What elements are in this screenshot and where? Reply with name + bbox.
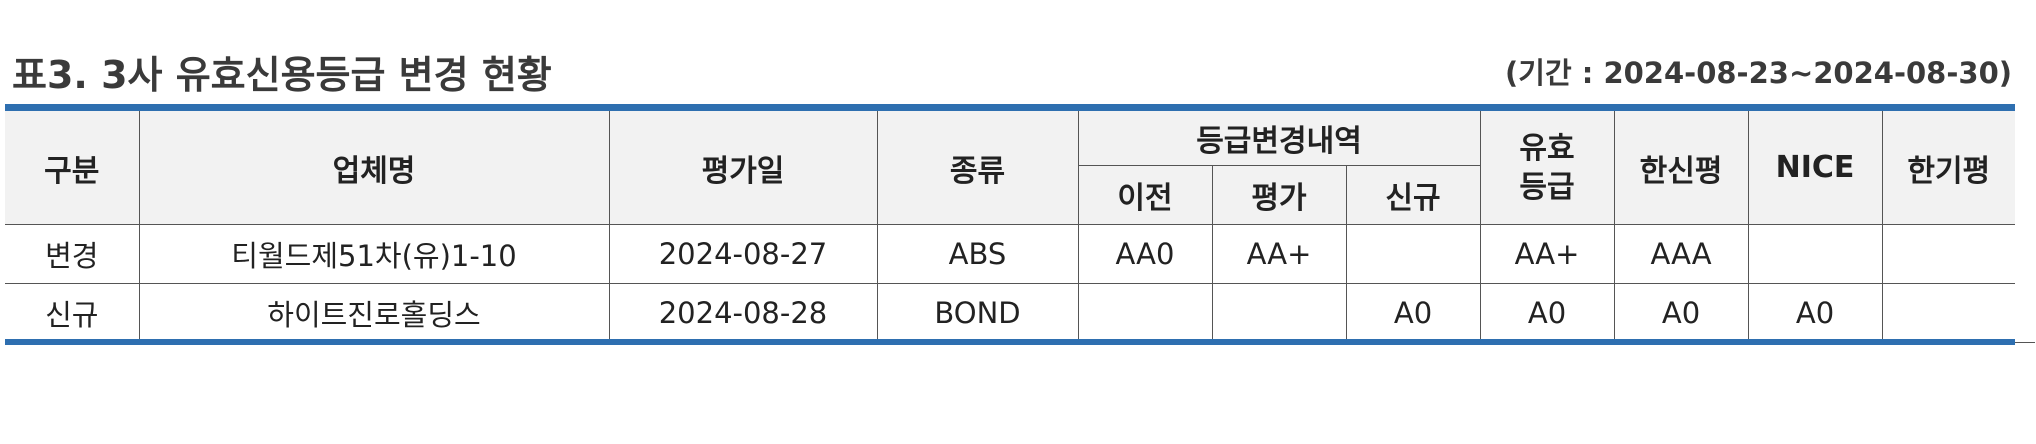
header-row-2: 이전 평가 신규 bbox=[5, 165, 2015, 225]
cell-new: A0 bbox=[1345, 283, 1481, 342]
cell-nice: A0 bbox=[1747, 283, 1883, 342]
cell-hanshin: A0 bbox=[1613, 283, 1749, 342]
cell-category: 변경 bbox=[5, 224, 140, 284]
header-valid-rating: 유효 등급 bbox=[1479, 111, 1615, 225]
header-valid-line1: 유효 bbox=[1519, 130, 1575, 166]
header-prev: 이전 bbox=[1078, 165, 1213, 225]
header-category: 구분 bbox=[5, 111, 140, 225]
header-type: 종류 bbox=[876, 111, 1079, 225]
cell-prev: AA0 bbox=[1077, 224, 1213, 284]
table-row: 신규 하이트진로홀딩스 2024-08-28 BOND A0 A0 A0 A0 bbox=[5, 283, 2016, 342]
cell-nice bbox=[1747, 224, 1883, 284]
header-hangi: 한기평 bbox=[1881, 111, 2016, 225]
bottom-accent-bar bbox=[5, 339, 2015, 345]
header-hanshin: 한신평 bbox=[1613, 111, 1749, 225]
header-new: 신규 bbox=[1345, 165, 1481, 225]
cell-hanshin: AAA bbox=[1613, 224, 1749, 284]
header-eval: 평가 bbox=[1211, 165, 1347, 225]
cell-hangi bbox=[1881, 224, 2016, 284]
table-title: 표3. 3사 유효신용등급 변경 현황 bbox=[12, 53, 552, 97]
cell-eval bbox=[1211, 283, 1347, 342]
bottom-rule-tail bbox=[2015, 342, 2035, 343]
cell-hangi bbox=[1881, 283, 2016, 342]
cell-eval-date: 2024-08-28 bbox=[608, 283, 878, 342]
header-nice: NICE bbox=[1747, 111, 1883, 225]
cell-company: 티월드제51차(유)1-10 bbox=[138, 224, 610, 284]
period-range: (기간 : 2024-08-23~2024-08-30) bbox=[1505, 56, 2012, 90]
cell-type: ABS bbox=[876, 224, 1079, 284]
cell-type: BOND bbox=[876, 283, 1079, 342]
cell-valid: A0 bbox=[1479, 283, 1615, 342]
top-accent-bar bbox=[5, 104, 2015, 111]
title-row: 표3. 3사 유효신용등급 변경 현황 (기간 : 2024-08-23~202… bbox=[12, 44, 2012, 100]
header-change-group: 등급변경내역 bbox=[1077, 111, 1481, 166]
header-company: 업체명 bbox=[138, 111, 610, 225]
header-valid-line2: 등급 bbox=[1519, 169, 1575, 205]
cell-eval: AA+ bbox=[1211, 224, 1347, 284]
table-row: 변경 티월드제51차(유)1-10 2024-08-27 ABS AA0 AA+… bbox=[5, 224, 2016, 284]
cell-category: 신규 bbox=[5, 283, 140, 342]
rating-change-table: 구분 업체명 평가일 종류 등급변경내역 유효 등급 한신평 NICE 한기평 … bbox=[5, 111, 2016, 342]
cell-prev bbox=[1077, 283, 1213, 342]
cell-eval-date: 2024-08-27 bbox=[608, 224, 878, 284]
cell-new bbox=[1345, 224, 1481, 284]
cell-company: 하이트진로홀딩스 bbox=[138, 283, 610, 342]
cell-valid: AA+ bbox=[1479, 224, 1615, 284]
header-row-1: 구분 업체명 평가일 종류 등급변경내역 유효 등급 한신평 NICE 한기평 bbox=[5, 111, 2016, 225]
header-eval-date: 평가일 bbox=[608, 111, 878, 225]
